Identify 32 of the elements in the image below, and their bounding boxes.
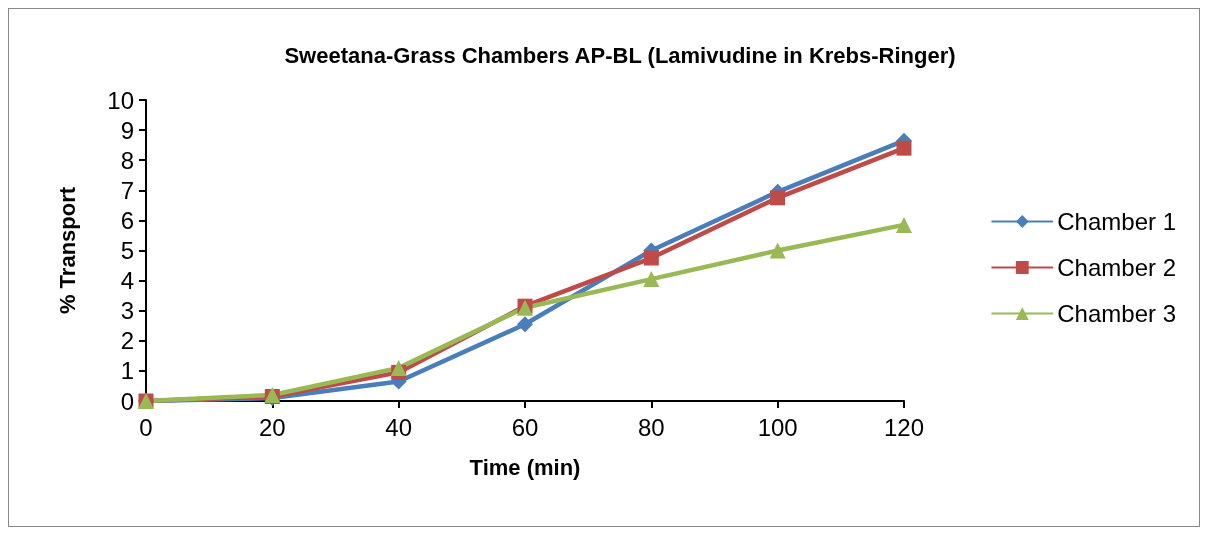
y-tick-label: 2	[120, 327, 134, 355]
x-axis-title: Time (min)	[469, 454, 581, 480]
x-tick-label: 40	[385, 413, 413, 441]
point	[896, 140, 912, 156]
point	[770, 190, 786, 206]
legend-label: Chamber 1	[1057, 208, 1177, 235]
y-tick-label: 9	[120, 116, 134, 144]
x-tick-label: 0	[139, 413, 153, 441]
legend-label: Chamber 2	[1057, 254, 1177, 281]
y-tick-label: 1	[120, 357, 134, 385]
chart-title: Sweetana-Grass Chambers AP-BL (Lamivudine in Krebs-Ringer)	[284, 42, 956, 68]
x-tick-label: 80	[637, 413, 665, 441]
y-tick-label: 8	[120, 146, 134, 174]
x-tick-label: 120	[883, 413, 925, 441]
y-tick-label: 6	[120, 206, 134, 234]
x-tick-label: 100	[757, 413, 798, 441]
x-tick-label: 60	[511, 413, 539, 441]
point	[517, 316, 533, 333]
point	[643, 250, 659, 266]
point	[390, 359, 407, 376]
y-tick-label: 4	[120, 267, 134, 295]
x-tick-label: 20	[258, 413, 286, 441]
point	[769, 242, 786, 259]
y-tick-label: 7	[120, 176, 134, 204]
y-tick-label: 3	[120, 297, 134, 325]
point	[643, 271, 660, 288]
y-tick-label: 5	[120, 237, 134, 264]
y-tick-label: 0	[120, 387, 134, 415]
y-tick-label: 10	[107, 86, 134, 114]
y-axis-title: % Transport	[54, 186, 80, 315]
legend-label: Chamber 3	[1057, 300, 1177, 327]
point	[896, 216, 912, 233]
